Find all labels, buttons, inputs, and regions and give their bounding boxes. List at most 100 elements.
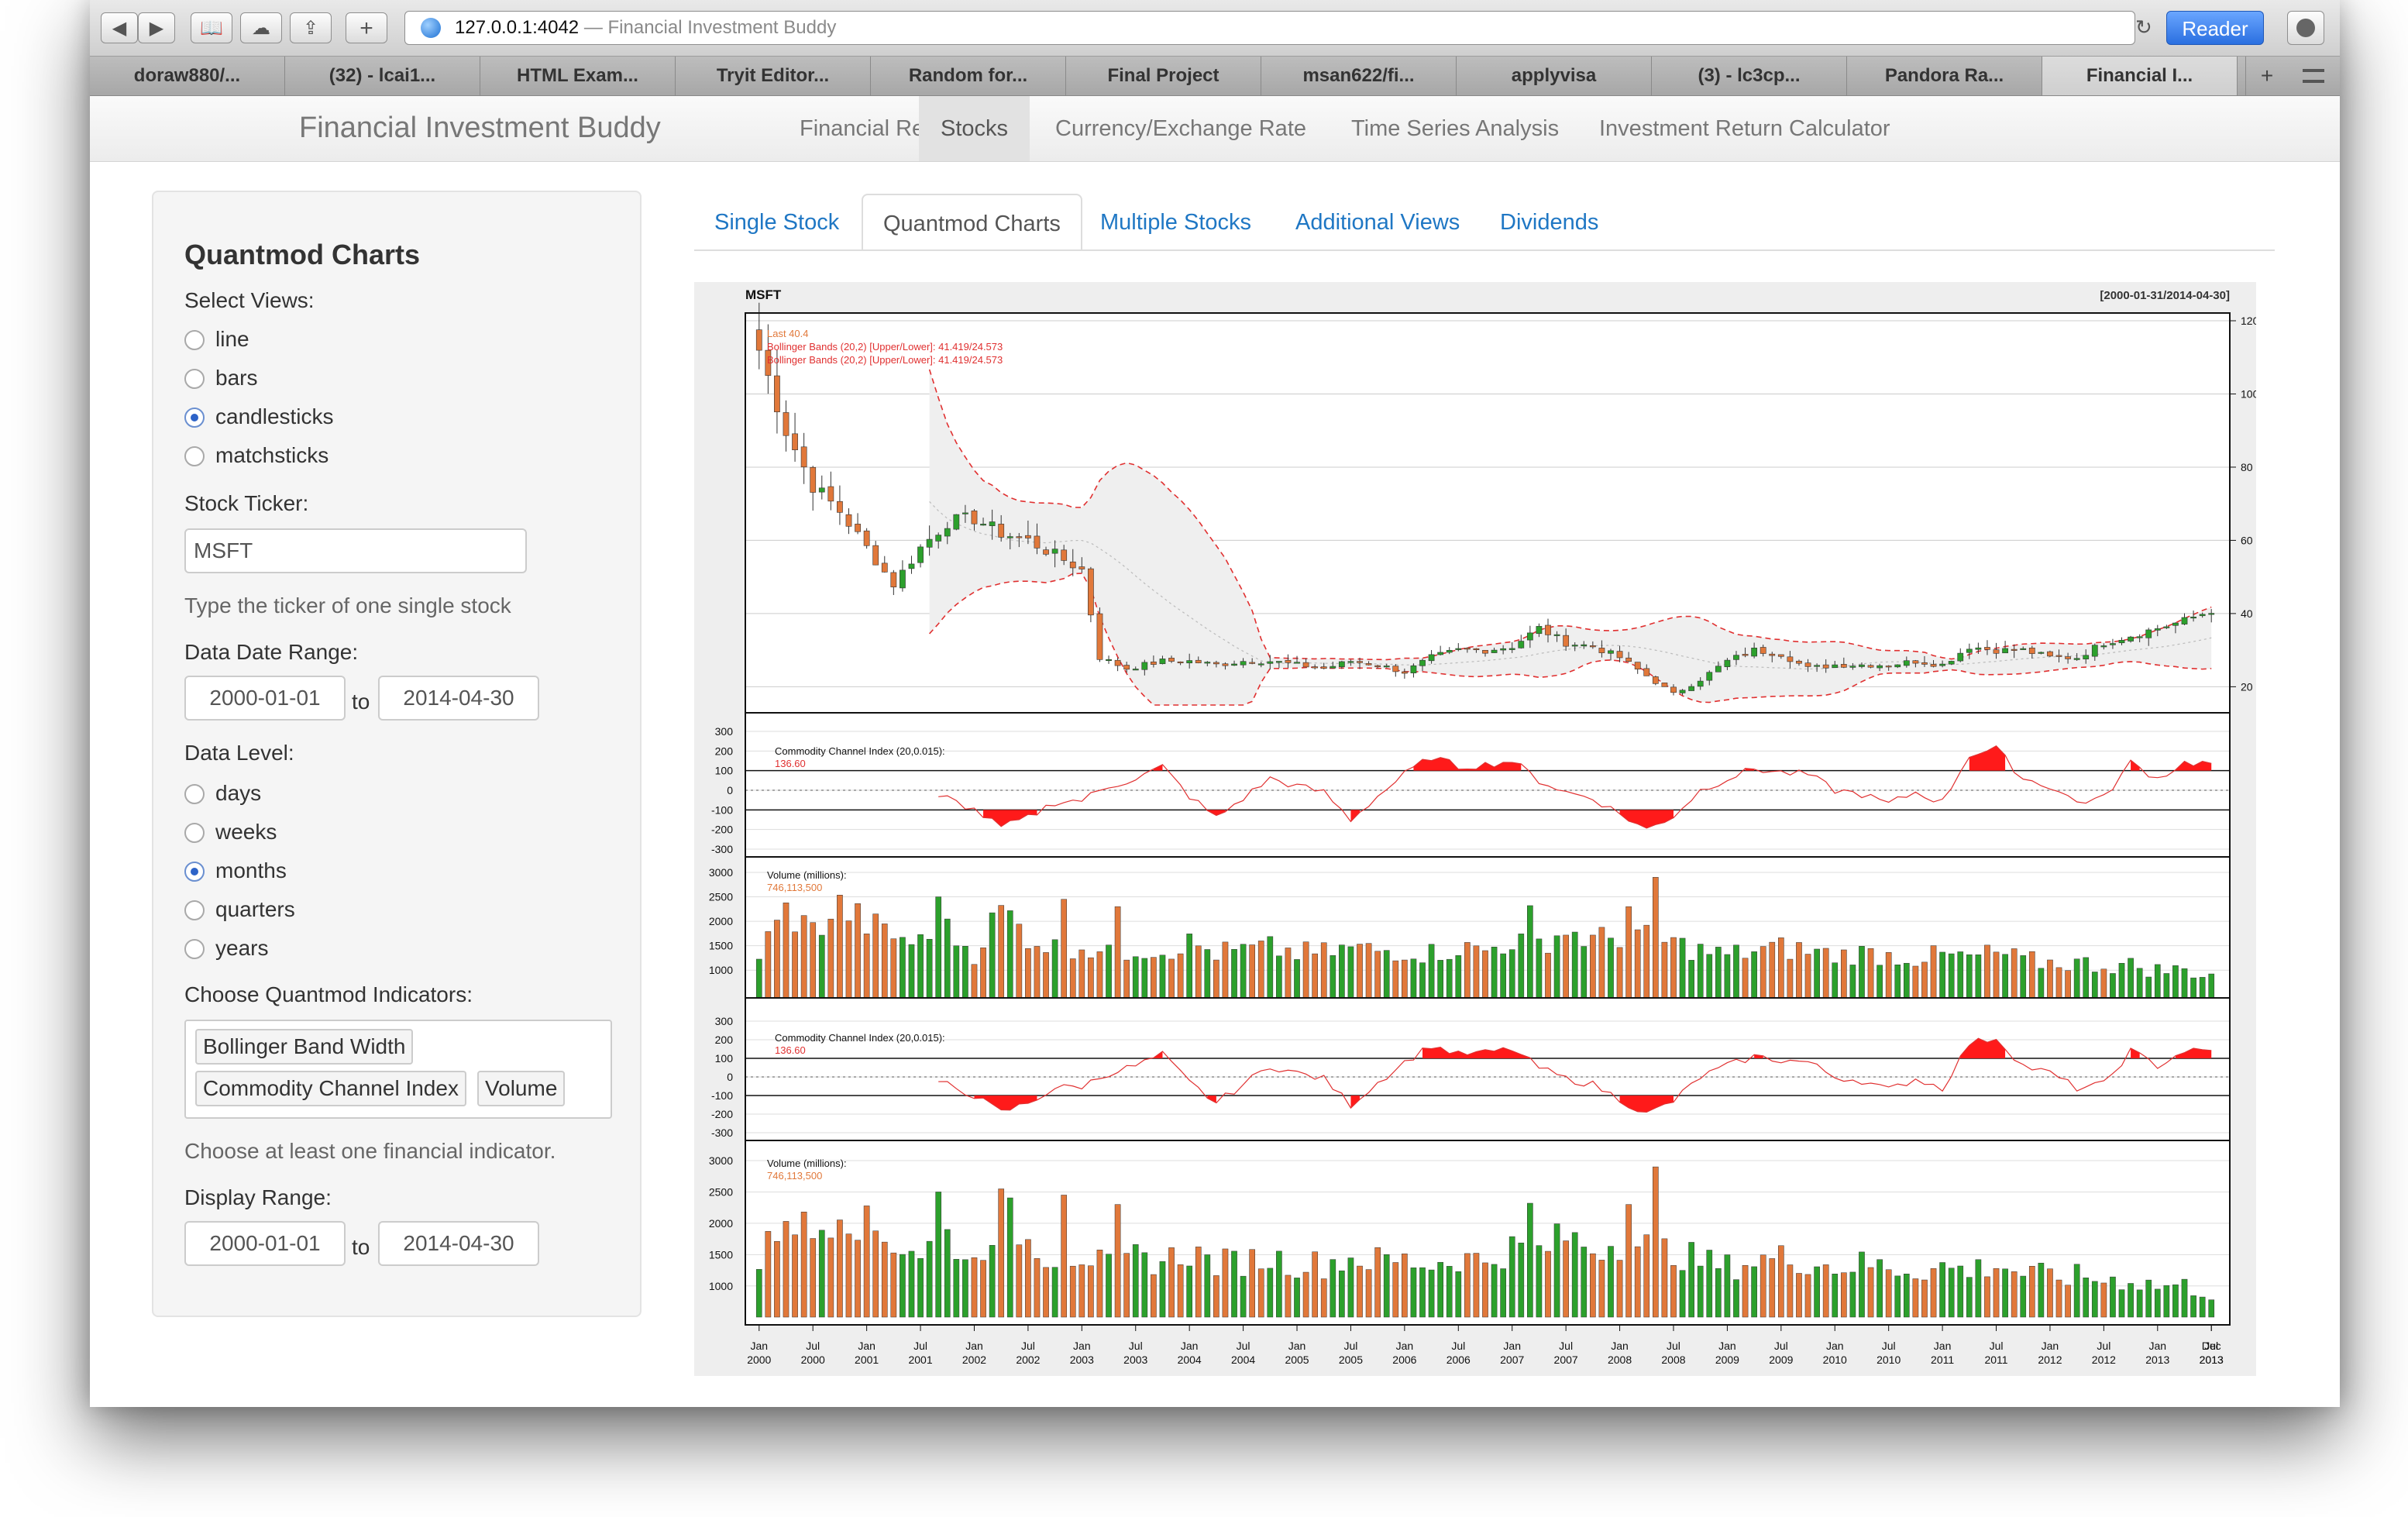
display-to-input[interactable]: 2014-04-30: [378, 1221, 539, 1266]
volume-bar: [1257, 1268, 1264, 1318]
reload-icon[interactable]: ↻: [2135, 15, 2152, 39]
nav-stocks[interactable]: Stocks: [919, 96, 1030, 161]
candle-body: [1330, 666, 1336, 669]
radio-level-months-label[interactable]: months: [215, 858, 287, 882]
radio-view-bars-label[interactable]: bars: [215, 366, 258, 390]
volume-bar: [1006, 1197, 1013, 1318]
volume-bar: [1088, 1265, 1094, 1318]
browser-tab[interactable]: Random for...: [871, 57, 1066, 95]
volume-bar: [962, 1259, 968, 1318]
forward-icon[interactable]: ▶: [138, 12, 175, 43]
x-tick-year: 2004: [1178, 1354, 1202, 1366]
indicator-chip-bollinger[interactable]: Bollinger Band Width: [195, 1029, 414, 1065]
indicator-chip-cci[interactable]: Commodity Channel Index: [195, 1071, 466, 1106]
tab-single-stock[interactable]: Single Stock: [714, 210, 840, 235]
browser-tab[interactable]: Tryit Editor...: [676, 57, 871, 95]
browser-tab[interactable]: msan622/fi...: [1261, 57, 1457, 95]
radio-level-weeks[interactable]: [184, 823, 205, 843]
indicators-multiselect[interactable]: Bollinger Band Width Commodity Channel I…: [184, 1020, 612, 1119]
browser-tab[interactable]: HTML Exam...: [480, 57, 676, 95]
tab-additional-views[interactable]: Additional Views: [1295, 210, 1460, 235]
x-tick-year: 2010: [1877, 1354, 1901, 1366]
app-brand[interactable]: Financial Investment Buddy: [299, 112, 661, 144]
volume-bar: [1885, 1269, 1892, 1318]
radio-level-months[interactable]: [184, 862, 205, 882]
address-bar[interactable]: 127.0.0.1:4042 — Financial Investment Bu…: [404, 11, 2135, 45]
radio-level-years[interactable]: [184, 939, 205, 959]
candle-body: [1132, 669, 1139, 671]
radio-level-years-label[interactable]: years: [215, 936, 269, 960]
nav-time-series[interactable]: Time Series Analysis: [1351, 116, 1560, 141]
radio-level-quarters-label[interactable]: quarters: [215, 897, 295, 921]
new-tab-icon[interactable]: +: [2245, 57, 2288, 95]
nav-currency-exchange[interactable]: Currency/Exchange Rate: [1055, 116, 1306, 141]
radio-level-days-label[interactable]: days: [215, 781, 262, 805]
browser-tab[interactable]: applyvisa: [1457, 57, 1652, 95]
tab-multiple-stocks[interactable]: Multiple Stocks: [1100, 210, 1252, 235]
radio-view-matchsticks[interactable]: [184, 446, 205, 466]
x-tick-month: Jan: [1826, 1340, 1844, 1352]
volume-bar: [1751, 1266, 1757, 1318]
volume-bar: [1419, 1267, 1426, 1318]
back-icon[interactable]: ◀: [101, 12, 138, 43]
candle-body: [1096, 613, 1103, 660]
browser-tab[interactable]: Financial I...: [2042, 57, 2238, 95]
volume-bar: [2047, 959, 2053, 999]
cci-tick-label: -200: [711, 824, 733, 836]
radio-view-matchsticks-label[interactable]: matchsticks: [215, 443, 329, 467]
date-to-input[interactable]: 2014-04-30: [378, 676, 539, 721]
radio-view-candlesticks[interactable]: [184, 408, 205, 428]
cci-tick-label: -100: [711, 1089, 733, 1102]
x-tick-year: 2007: [1500, 1354, 1524, 1366]
volume-bar: [1204, 949, 1211, 999]
date-from-input[interactable]: 2000-01-01: [184, 676, 346, 721]
radio-level-days[interactable]: [184, 784, 205, 804]
browser-tab[interactable]: (32) - lcai1...: [285, 57, 480, 95]
x-tick-month: Jul: [806, 1340, 820, 1352]
cci-tick-label: 200: [715, 745, 734, 757]
browser-tab[interactable]: Final Project: [1066, 57, 1261, 95]
volume-bar: [1410, 1268, 1417, 1318]
radio-view-line[interactable]: [184, 330, 205, 350]
volume-label: Volume (millions):: [767, 869, 847, 881]
volume-bar: [926, 1240, 933, 1318]
tab-dividends[interactable]: Dividends: [1500, 210, 1599, 235]
radio-view-line-label[interactable]: line: [215, 327, 249, 351]
radio-level-weeks-label[interactable]: weeks: [215, 820, 277, 844]
volume-bar: [2038, 1262, 2045, 1318]
candle-body: [1894, 664, 1901, 668]
cci-extreme-fill: [1350, 1096, 1361, 1109]
volume-bar: [998, 905, 1005, 999]
tab-overview-icon[interactable]: [2303, 69, 2324, 83]
volume-bar: [1177, 1264, 1184, 1318]
add-bookmark-icon[interactable]: +: [346, 12, 387, 43]
volume-bar: [2154, 964, 2161, 999]
radio-view-bars[interactable]: [184, 369, 205, 389]
display-from-input[interactable]: 2000-01-01: [184, 1221, 346, 1266]
volume-bar: [1151, 1274, 1157, 1318]
volume-bar: [1777, 937, 1784, 999]
volume-bar: [2128, 1283, 2134, 1318]
radio-level-quarters[interactable]: [184, 900, 205, 920]
downloads-icon[interactable]: [2287, 11, 2324, 45]
browser-tab[interactable]: Pandora Ra...: [1847, 57, 2042, 95]
browser-tab[interactable]: (3) - lc3cp...: [1652, 57, 1847, 95]
volume-bar: [1446, 958, 1453, 999]
volume-bar: [1339, 1270, 1345, 1318]
candle-body: [2145, 629, 2152, 638]
indicator-chip-volume[interactable]: Volume: [477, 1071, 566, 1106]
nav-investment-return[interactable]: Investment Return Calculator: [1599, 116, 1890, 141]
volume-bar: [917, 1257, 924, 1318]
ticker-input[interactable]: MSFT: [184, 528, 527, 573]
price-legend-bollinger-repeat: Bollinger Bands (20,2) [Upper/Lower]: 41…: [767, 354, 1003, 366]
icloud-icon[interactable]: ☁: [240, 12, 282, 43]
radio-view-candlesticks-label[interactable]: candlesticks: [215, 404, 334, 428]
bookmarks-icon[interactable]: 📖: [191, 12, 232, 43]
volume-bar: [1912, 1278, 1919, 1318]
tab-quantmod-charts[interactable]: Quantmod Charts: [862, 194, 1082, 251]
share-icon[interactable]: ⇪: [290, 12, 332, 43]
browser-tab[interactable]: doraw880/...: [90, 57, 285, 95]
reader-button[interactable]: Reader: [2166, 11, 2264, 45]
candle-body: [1912, 660, 1919, 664]
volume-bar: [1204, 1254, 1211, 1318]
